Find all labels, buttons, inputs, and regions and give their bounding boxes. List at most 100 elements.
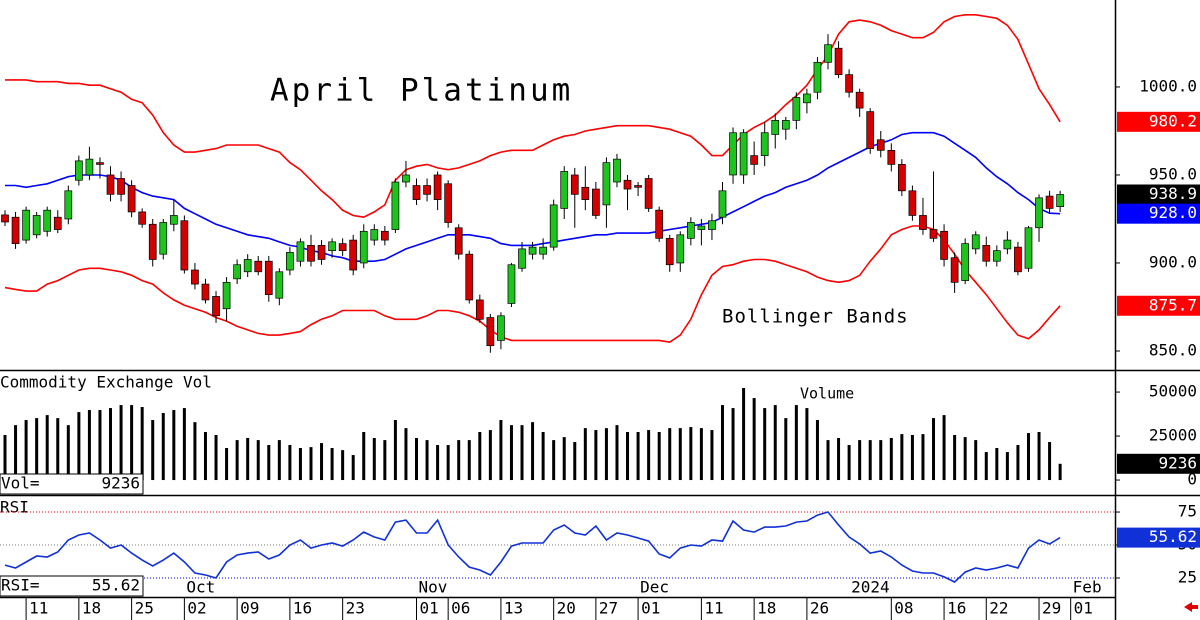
candle-body — [180, 220, 189, 271]
x-tick-label: 01 — [641, 599, 660, 618]
volume-bar — [837, 437, 841, 481]
candle-body — [1003, 239, 1012, 250]
candle-body — [1, 214, 9, 223]
candle-body — [275, 271, 284, 299]
candle-body — [507, 264, 516, 304]
x-tick-label: 27 — [599, 599, 618, 618]
candle-body — [528, 246, 537, 255]
volume-bar — [362, 432, 366, 481]
candle-body — [423, 185, 431, 195]
volume-bar — [1048, 442, 1052, 481]
x-tick-label: 02 — [187, 599, 206, 618]
candle-body — [412, 185, 421, 200]
x-tick-label: 13 — [504, 599, 523, 618]
x-tick-label: 29 — [1042, 599, 1061, 618]
candle-body — [433, 174, 442, 200]
volume-bar — [794, 405, 798, 481]
volume-bar — [984, 452, 988, 481]
candle-body — [380, 230, 389, 241]
candle-body — [43, 209, 52, 232]
volume-bar — [478, 432, 482, 481]
month-label: Feb — [1073, 578, 1102, 597]
volume-bar — [119, 405, 123, 481]
candle-body — [760, 132, 769, 156]
volume-bar — [425, 440, 429, 481]
volume-bar — [351, 455, 355, 481]
candle-body — [307, 245, 315, 262]
volume-bar — [541, 432, 545, 481]
volume-bar — [583, 428, 587, 481]
volume-bar — [182, 408, 186, 481]
candle-body — [317, 245, 326, 260]
volume-bar — [140, 407, 144, 481]
rsi-line — [4, 511, 1061, 583]
candle-body — [845, 74, 853, 93]
volume-bar — [246, 437, 250, 481]
candle-body — [22, 209, 30, 241]
candle-body — [138, 211, 147, 225]
candle-body — [560, 171, 569, 209]
volume-bar — [341, 450, 345, 481]
panel-title: RSI — [0, 498, 29, 517]
volume-bar — [151, 420, 155, 481]
volume-bar — [193, 422, 197, 481]
candle-body — [898, 164, 906, 192]
y-tick-label: 900.0 — [1149, 252, 1197, 271]
candle-body — [201, 283, 210, 301]
last-value-box — [1117, 295, 1200, 316]
candle-body — [127, 185, 136, 213]
volume-bar — [699, 428, 703, 481]
candle-body — [370, 229, 379, 241]
readout-label: RSI= — [1, 576, 40, 595]
candle-body — [1014, 246, 1022, 273]
volume-bar — [742, 388, 746, 481]
volume-bar — [636, 432, 640, 481]
readout-box — [0, 575, 144, 597]
candle-body — [750, 155, 758, 165]
annotation: Volume — [800, 385, 854, 403]
candle-body — [286, 252, 294, 271]
volume-bar — [172, 410, 176, 481]
candle-body — [222, 281, 231, 310]
candle-body — [1056, 194, 1064, 208]
candle-body — [929, 229, 938, 239]
x-tick-label: 16 — [293, 599, 312, 618]
volume-bar — [77, 412, 81, 481]
volume-bar — [657, 432, 661, 481]
candle-body — [887, 149, 896, 165]
volume-bar — [942, 415, 946, 481]
candle-body — [169, 215, 178, 225]
x-tick-label: 09 — [240, 599, 259, 618]
volume-bar — [203, 432, 207, 481]
volume-bar — [488, 430, 492, 481]
y-tick-label: 950.0 — [1149, 164, 1197, 183]
volume-bar — [678, 428, 682, 481]
volume-bar — [773, 405, 777, 481]
annotation: Bollinger Bands — [722, 306, 909, 328]
volume-bar — [826, 440, 830, 481]
volume-bar — [710, 430, 714, 481]
candle-body — [623, 179, 632, 190]
y-tick-label: 850.0 — [1149, 340, 1197, 359]
candle-body — [644, 178, 653, 209]
volume-bar — [446, 445, 450, 481]
volume-bar — [87, 410, 91, 481]
candle-body — [264, 260, 273, 296]
scroll-arrow[interactable] — [1184, 602, 1198, 612]
candle-body — [908, 190, 917, 216]
y-tick-label: 25000 — [1149, 426, 1197, 445]
volume-bar — [604, 428, 608, 481]
volume-bar — [509, 425, 513, 481]
volume-bar — [499, 420, 503, 481]
panel-title: Commodity Exchange Vol — [0, 373, 212, 392]
candle-body — [708, 220, 716, 230]
candle-body — [53, 216, 62, 230]
volume-bar — [467, 440, 471, 481]
candle-body — [697, 225, 706, 230]
candle-body — [686, 222, 695, 239]
volume-bar — [3, 434, 7, 481]
candle-body — [64, 190, 73, 220]
volume-bar — [963, 437, 967, 481]
readout-label: Vol= — [1, 474, 40, 493]
last-value-label: 980.2 — [1149, 111, 1197, 130]
